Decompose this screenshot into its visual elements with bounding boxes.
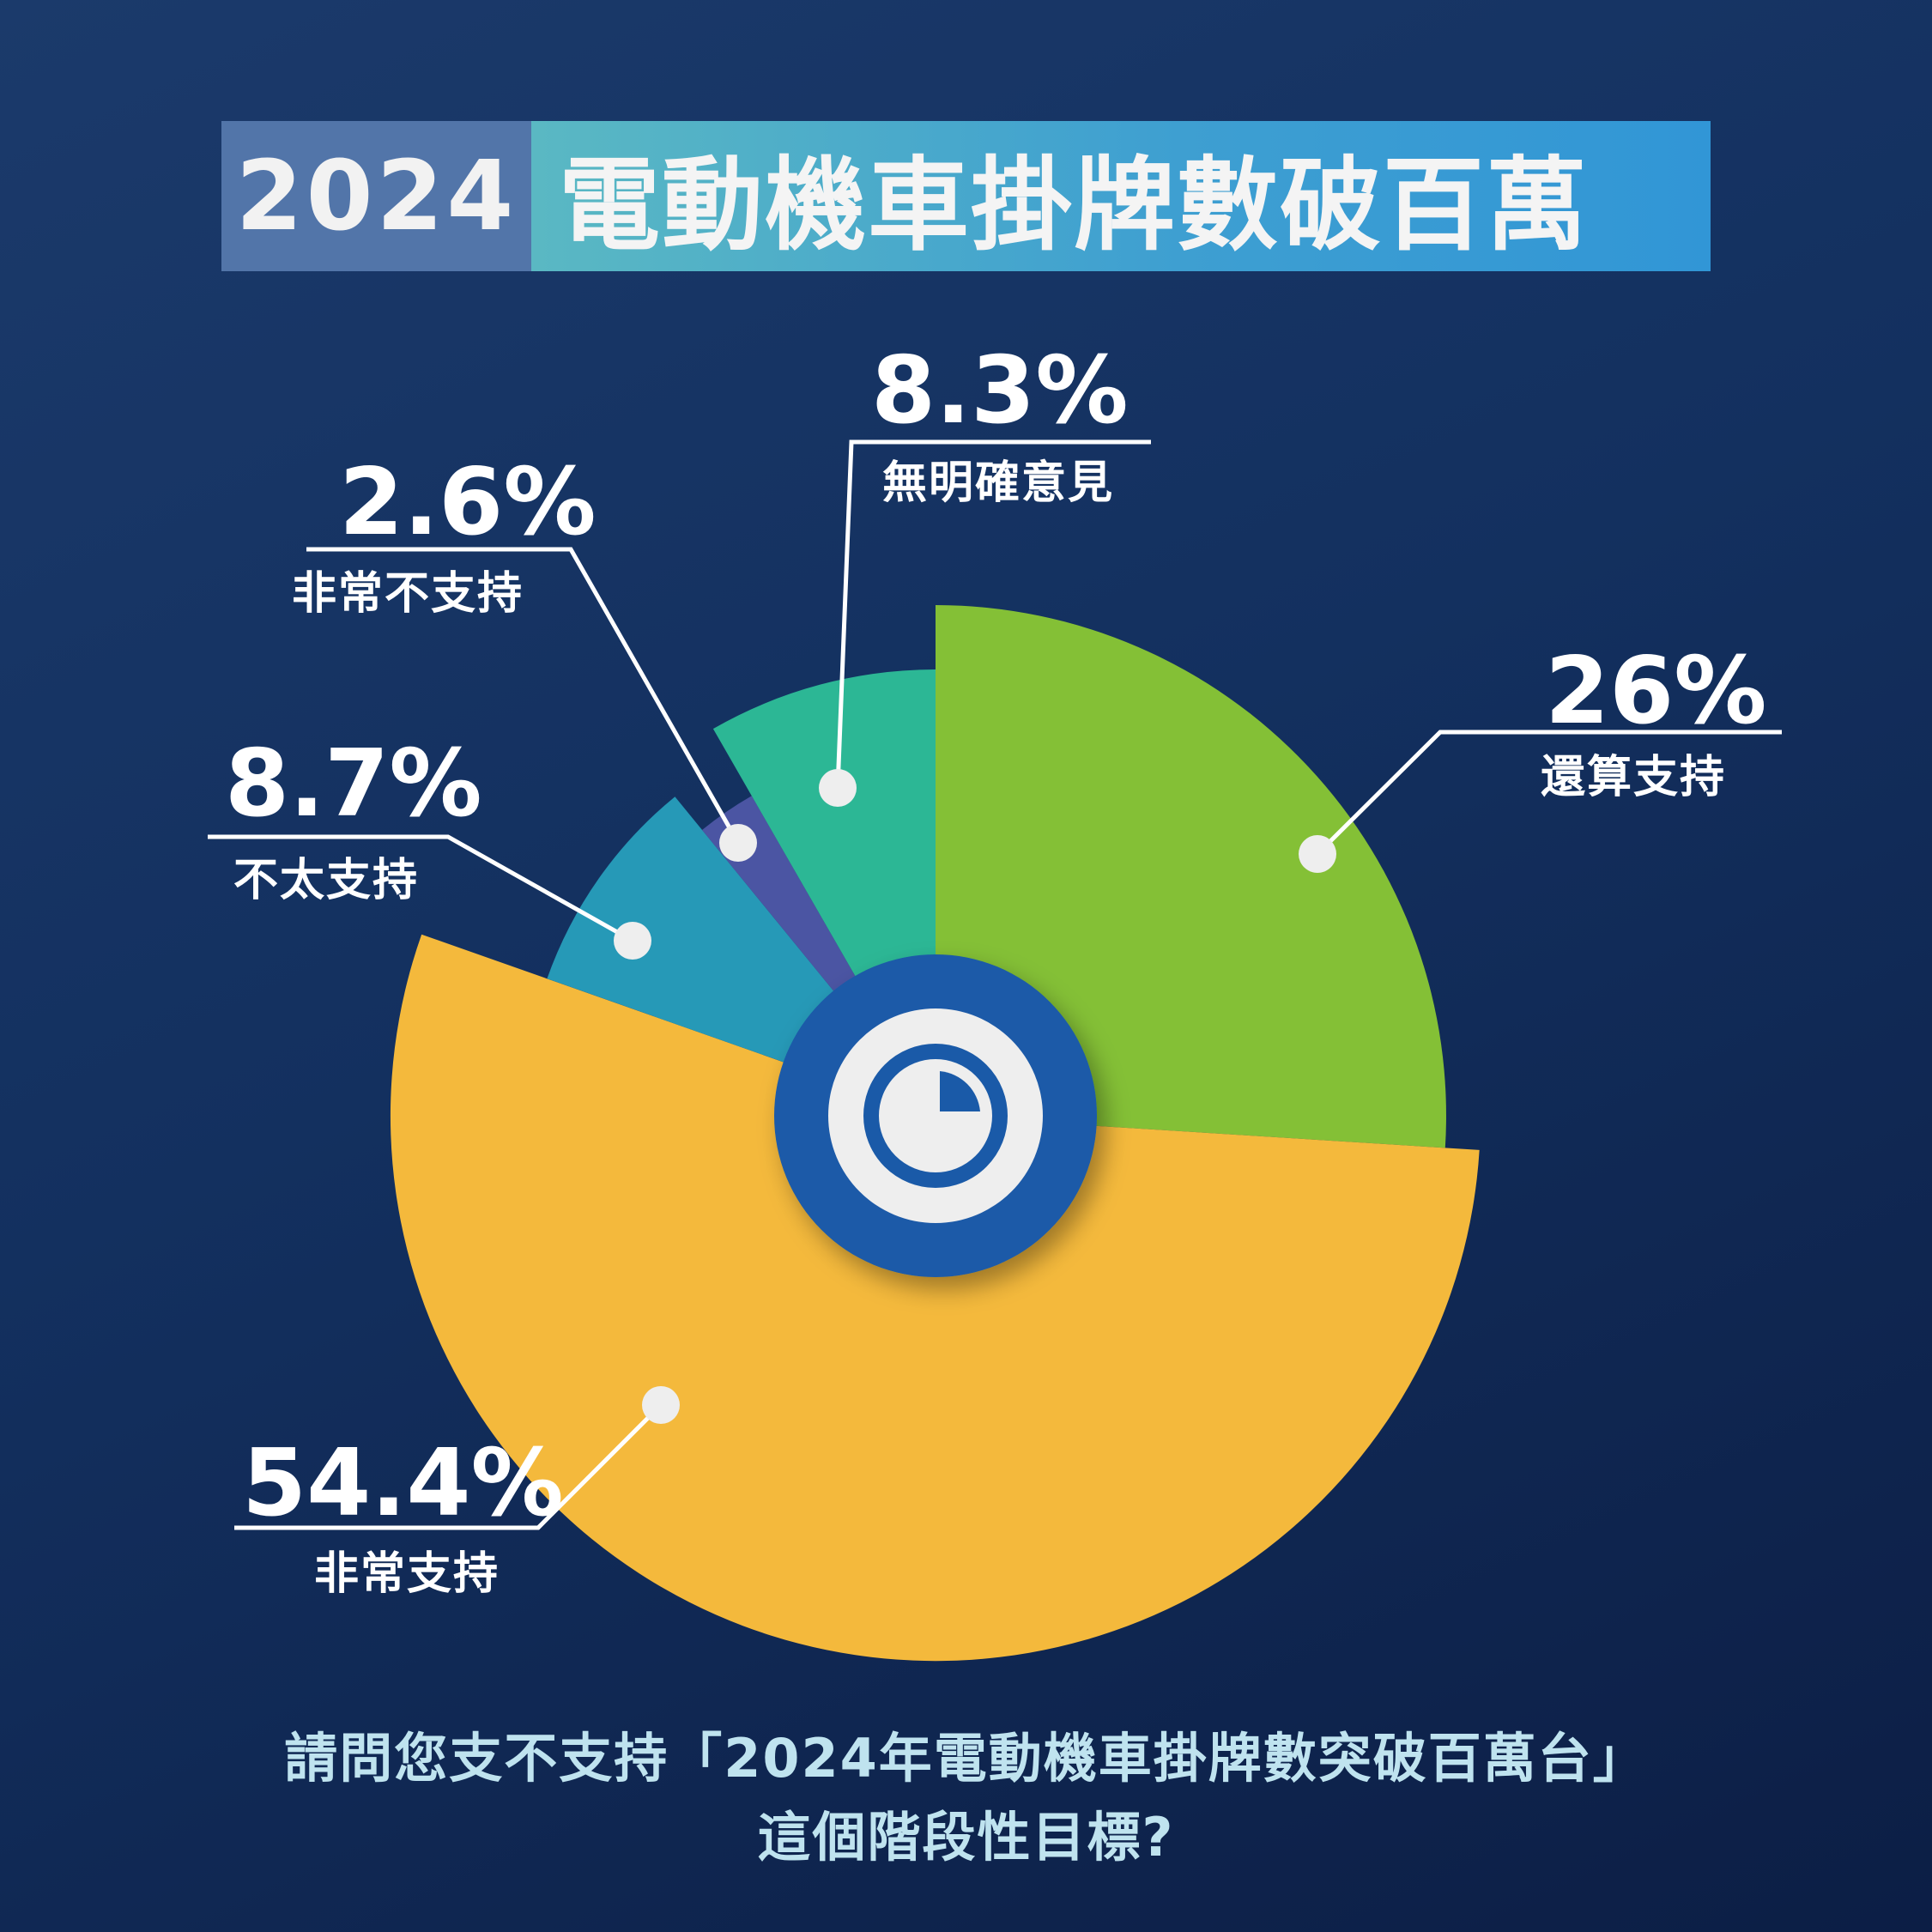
pct-no-opinion: 8.3%	[871, 337, 1129, 445]
title-bar: 2024 電動機車掛牌數破百萬	[221, 121, 1711, 271]
leader-line-3	[208, 834, 634, 943]
leader-dot-1	[1299, 835, 1336, 873]
pie-slice-2	[390, 934, 1480, 1662]
leader-line-4	[306, 547, 741, 845]
leader-dot-5	[819, 769, 857, 807]
leader-dot-3	[614, 922, 651, 960]
leader-line-1	[1316, 730, 1782, 856]
pct-very-not-support: 2.6%	[339, 449, 597, 556]
survey-question: 請問您支不支持「2024年電動機車掛牌數突破百萬台」 這個階段性目標?	[0, 1719, 1932, 1877]
question-line-2: 這個階段性目標?	[757, 1806, 1175, 1868]
leader-lines	[208, 439, 1782, 1530]
label-somewhat-support: 還算支持	[1541, 752, 1727, 803]
leader-line-2	[234, 1403, 663, 1530]
leader-dot-2	[642, 1386, 680, 1424]
pct-somewhat-support: 26%	[1545, 638, 1767, 745]
leader-line-5	[835, 439, 1151, 789]
pct-not-really-support: 8.7%	[225, 730, 482, 838]
title-text: 電動機車掛牌數破百萬	[531, 121, 1711, 271]
pie-icon	[863, 1044, 1008, 1188]
pie-slice-1	[936, 605, 1446, 1148]
pct-very-support: 54.4%	[242, 1430, 564, 1537]
label-not-really-support: 不太支持	[233, 855, 420, 906]
title-year: 2024	[221, 121, 531, 271]
leader-dot-4	[719, 824, 757, 862]
question-line-1: 請問您支不支持「2024年電動機車掛牌數突破百萬台」	[284, 1727, 1648, 1790]
label-very-not-support: 非常不支持	[292, 568, 524, 620]
label-very-support: 非常支持	[314, 1548, 500, 1600]
label-no-opinion: 無明確意見	[882, 457, 1115, 509]
